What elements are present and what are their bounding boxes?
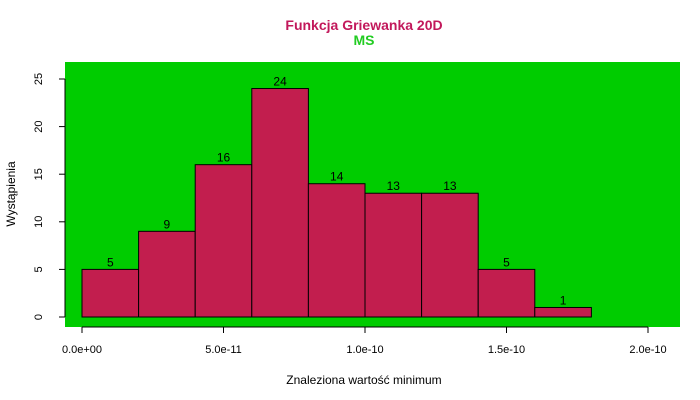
- bar-8: [477, 268, 536, 318]
- x-tick-label-5: 2.0e-10: [629, 344, 666, 356]
- x-tick-label-1: 0.0e+00: [62, 344, 102, 356]
- bar-9: [534, 306, 592, 318]
- x-tick-label-4: 1.5e-10: [488, 344, 525, 356]
- bar-label-2: 9: [164, 217, 171, 231]
- y-tick-label-4: 15: [33, 168, 45, 180]
- bar-5: [307, 183, 366, 318]
- bar-label-5: 14: [330, 170, 344, 184]
- y-axis: 0 5 10 15 20 25: [33, 73, 66, 320]
- bar-label-6: 13: [387, 179, 401, 193]
- bar-label-8: 5: [503, 255, 510, 269]
- bar-label-3: 16: [217, 151, 231, 165]
- bar-1: [81, 268, 140, 318]
- bar-label-9: 1: [560, 293, 567, 307]
- bar-6: [364, 192, 423, 318]
- bar-labels-group: 5 9 16 24 14 13 13 5 1: [107, 75, 567, 308]
- bar-3: [194, 164, 253, 318]
- x-tick-label-3: 1.0e-10: [346, 344, 383, 356]
- x-axis: 0.0e+00 5.0e-11 1.0e-10 1.5e-10 2.0e-10: [62, 326, 667, 356]
- chart-subtitle: MS: [354, 32, 375, 48]
- bar-label-4: 24: [273, 75, 287, 89]
- y-tick-label-1: 0: [33, 314, 45, 320]
- y-tick-label-2: 5: [33, 266, 45, 272]
- y-tick-label-3: 10: [33, 216, 45, 228]
- bar-7: [421, 192, 479, 318]
- x-tick-label-2: 5.0e-11: [205, 344, 242, 356]
- y-tick-label-5: 20: [33, 120, 45, 132]
- bar-4: [251, 88, 309, 318]
- x-axis-label: Znaleziona wartość minimum: [286, 373, 441, 387]
- chart-title: Funkcja Griewanka 20D: [285, 17, 442, 33]
- bar-2: [138, 230, 196, 318]
- bars-group: [81, 88, 592, 318]
- bar-label-7: 13: [443, 179, 457, 193]
- y-axis-label: Wystąpienia: [4, 161, 18, 227]
- y-tick-label-6: 25: [33, 73, 45, 85]
- bar-label-1: 5: [107, 255, 114, 269]
